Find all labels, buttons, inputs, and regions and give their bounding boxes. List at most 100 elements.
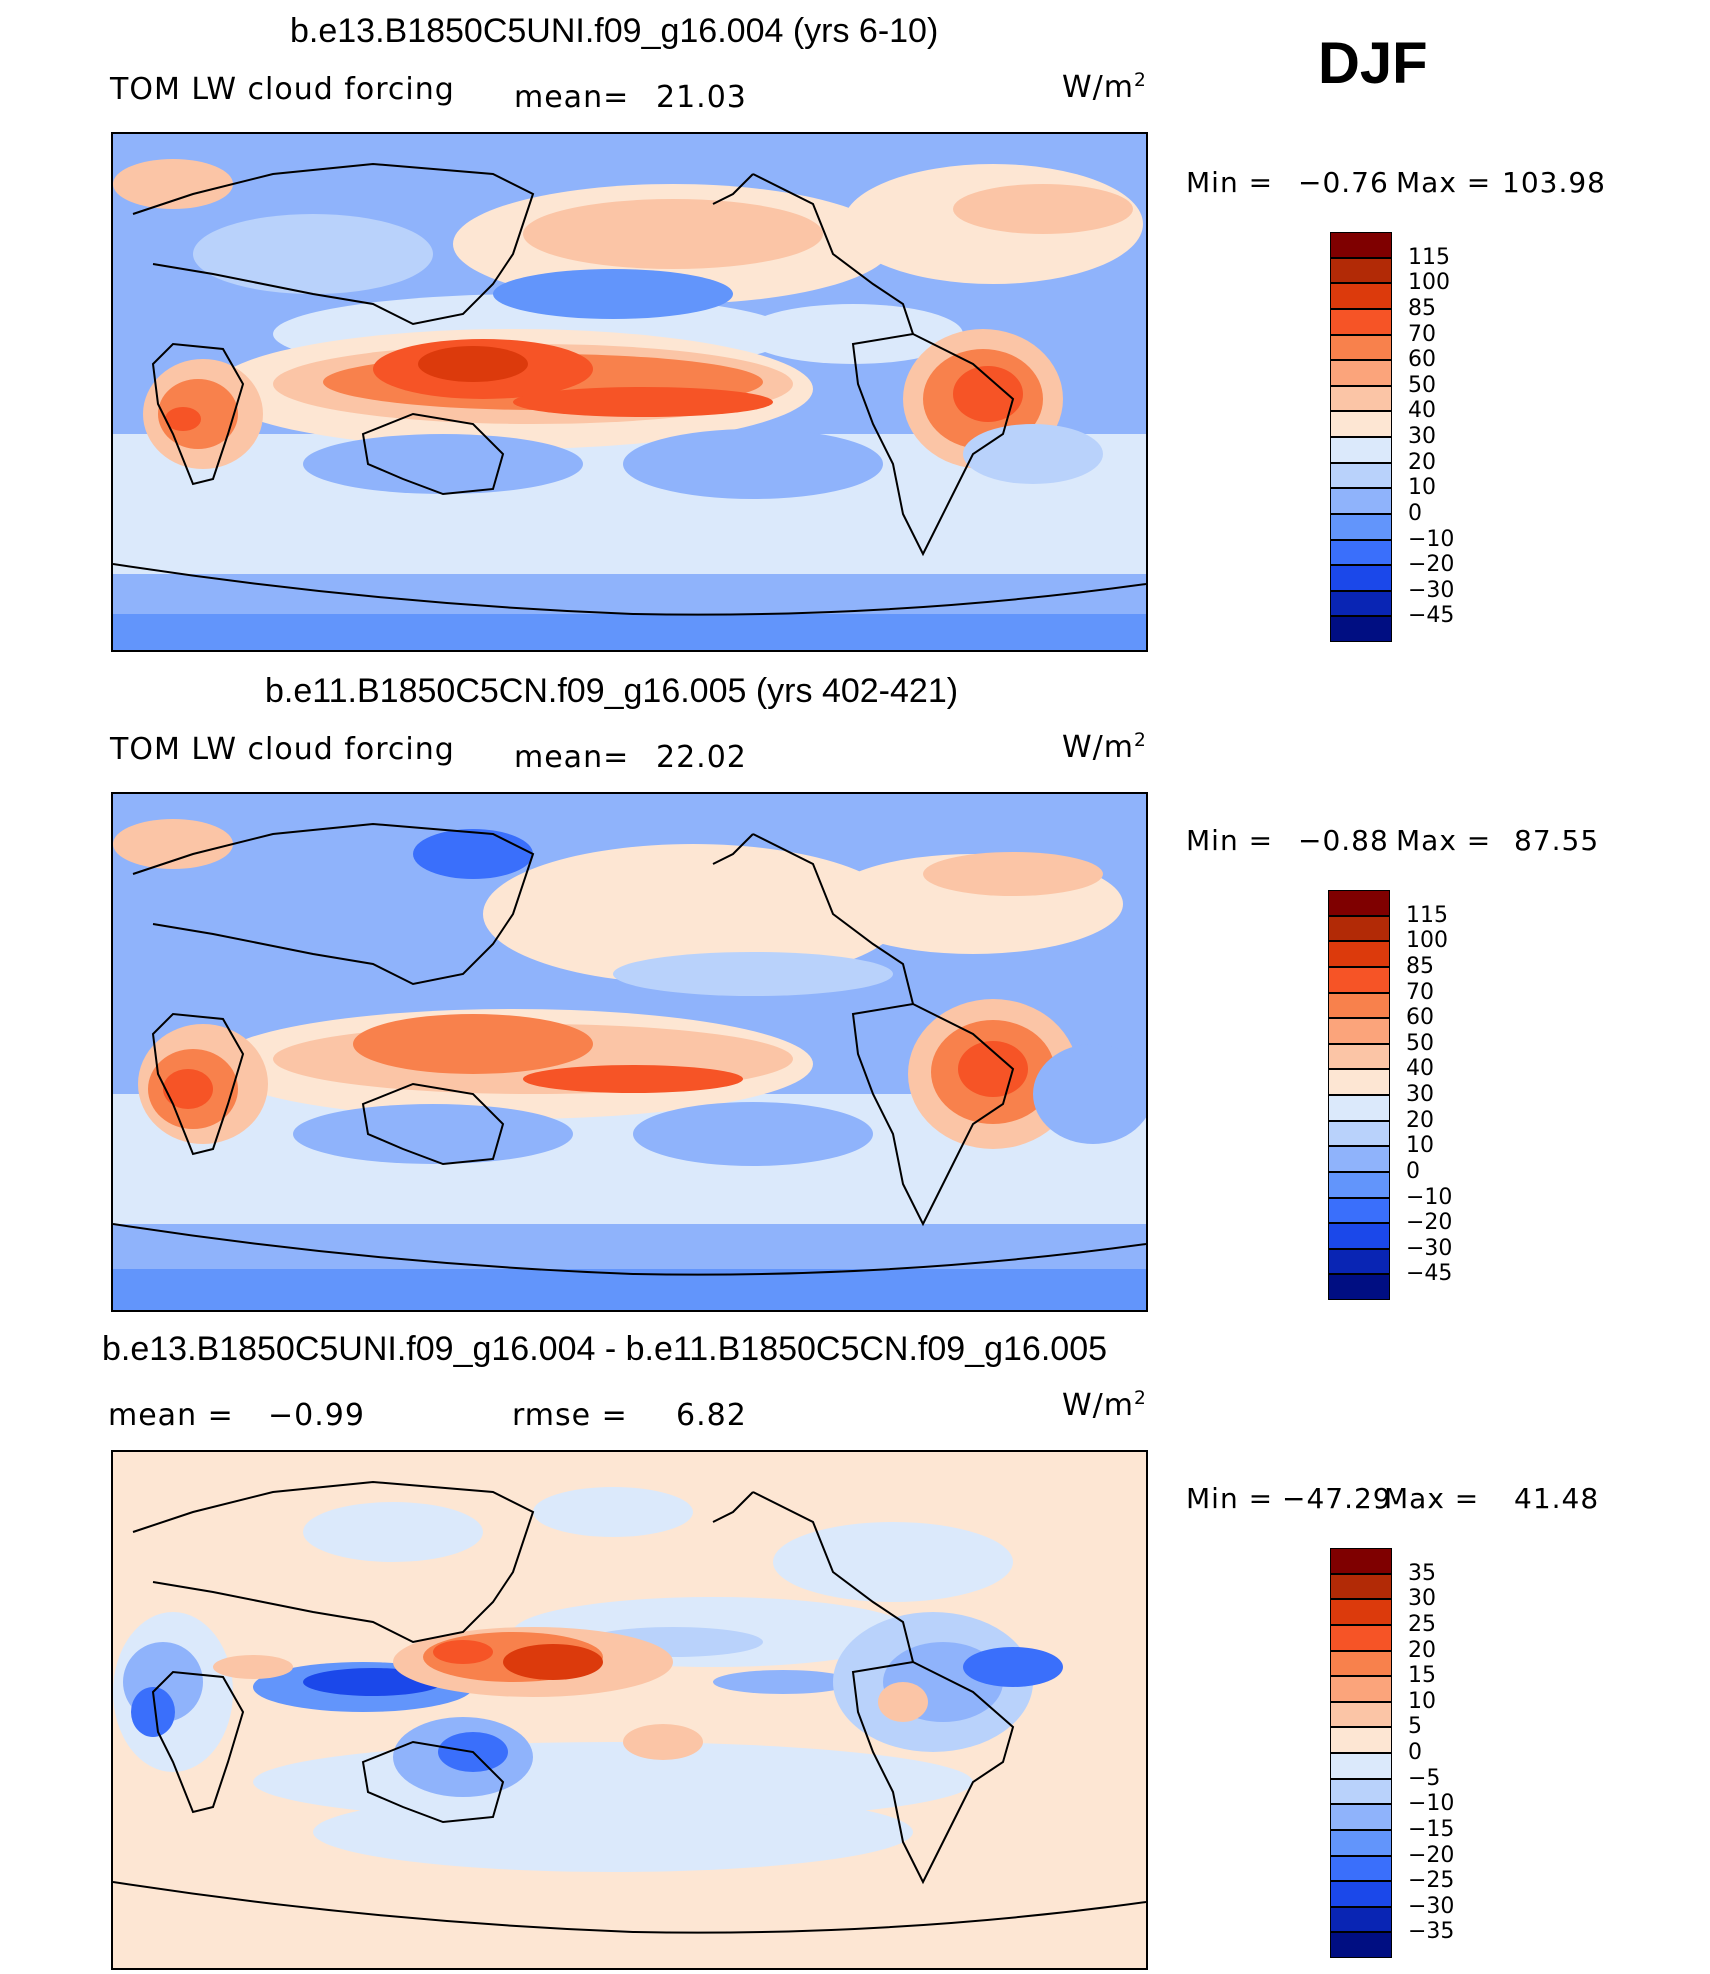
colorbar-label: 30: [1408, 1586, 1436, 1612]
colorbar-box: [1330, 257, 1392, 284]
panel2-units: W/m2: [1062, 730, 1147, 765]
colorbar-label: 50: [1406, 1030, 1434, 1056]
colorbar-label: −20: [1406, 1210, 1453, 1236]
colorbar-box: [1330, 385, 1392, 412]
colorbar-box: [1328, 941, 1390, 967]
colorbar-box: [1328, 992, 1390, 1019]
colorbar-label: −10: [1408, 526, 1455, 552]
panel2-max-value: 87.55: [1514, 824, 1600, 857]
colorbar-box: [1330, 1829, 1392, 1856]
colorbar-box: [1330, 590, 1392, 617]
colorbar-box: [1328, 1248, 1390, 1275]
panel3-mean-value: −0.99: [268, 1398, 365, 1433]
panel2-mean-label: mean=: [514, 740, 630, 775]
panel3-min-label: Min =: [1186, 1482, 1274, 1515]
panel1-min-label: Min =: [1186, 166, 1274, 199]
panel2-min-label: Min =: [1186, 824, 1274, 857]
colorbar-label: −30: [1408, 577, 1455, 603]
colorbar-label: −20: [1408, 1842, 1455, 1868]
colorbar-box: [1328, 1223, 1390, 1249]
colorbar-box: [1330, 283, 1392, 309]
colorbar-label: 40: [1406, 1056, 1434, 1082]
colorbar-box: [1330, 1804, 1392, 1830]
colorbar-label: 0: [1408, 1740, 1422, 1765]
panel2-mean-value: 22.02: [656, 740, 747, 775]
panel3-max-label: Max =: [1384, 1482, 1480, 1515]
colorbar-box: [1330, 1727, 1392, 1753]
panel1-variable-label: TOM LW cloud forcing: [110, 72, 455, 107]
colorbar-label: 30: [1406, 1082, 1434, 1107]
colorbar-label: 60: [1408, 347, 1436, 373]
panel1-title: b.e13.B1850C5UNI.f09_g16.004 (yrs 6-10): [290, 12, 939, 50]
colorbar-label: 70: [1406, 979, 1434, 1005]
colorbar-box: [1328, 1274, 1390, 1300]
colorbar-box: [1330, 539, 1392, 566]
colorbar-box: [1328, 915, 1390, 942]
colorbar-label: 100: [1406, 928, 1448, 954]
colorbar-box: [1330, 513, 1392, 540]
colorbar-label: 115: [1408, 244, 1450, 270]
colorbar-box: [1330, 1650, 1392, 1677]
colorbar-label: 5: [1408, 1714, 1422, 1740]
panel1-min-value: −0.76: [1298, 166, 1389, 199]
colorbar-label: 20: [1408, 1637, 1436, 1663]
colorbar-box: [1330, 1906, 1392, 1933]
colorbar-label: 15: [1408, 1663, 1436, 1689]
colorbar-box: [1330, 1753, 1392, 1779]
colorbar-box: [1330, 1548, 1392, 1574]
colorbar-label: −35: [1408, 1919, 1455, 1945]
colorbar-box: [1328, 1069, 1390, 1095]
colorbar-box: [1330, 1701, 1392, 1728]
colorbar-label: 30: [1408, 424, 1436, 449]
panel2-title: b.e11.B1850C5CN.f09_g16.005 (yrs 402-421…: [265, 672, 959, 710]
colorbar-box: [1330, 232, 1392, 258]
colorbar-box: [1330, 334, 1392, 361]
colorbar-label: 25: [1408, 1611, 1436, 1637]
colorbar-label: 100: [1408, 270, 1450, 296]
colorbar-box: [1330, 1932, 1392, 1958]
colorbar-label: 85: [1406, 953, 1434, 979]
panel3-map: [111, 1450, 1148, 1970]
colorbar-label: −45: [1408, 603, 1455, 629]
colorbar-label: 0: [1408, 500, 1422, 526]
panel3-colorbar: 35 30 25 20 15 10 5 0 −5 −10 −15 −20 −25 −30 −35: [1330, 1548, 1454, 1958]
colorbar-box: [1328, 1120, 1390, 1147]
colorbar-box: [1330, 1599, 1392, 1625]
colorbar-box: [1330, 360, 1392, 386]
colorbar-box: [1328, 1197, 1390, 1224]
panel3-mean-label: mean =: [108, 1398, 234, 1433]
colorbar-box: [1330, 1676, 1392, 1702]
colorbar-box: [1330, 411, 1392, 437]
colorbar-label: −25: [1408, 1868, 1455, 1894]
colorbar-label: 10: [1408, 475, 1436, 501]
panel1-max-label: Max =: [1396, 166, 1492, 199]
colorbar-label: −30: [1408, 1893, 1455, 1919]
panel1-units: W/m2: [1062, 70, 1147, 105]
colorbar-label: 60: [1406, 1005, 1434, 1031]
colorbar-box: [1328, 1018, 1390, 1044]
colorbar-box: [1328, 1171, 1390, 1198]
colorbar-label: 85: [1408, 295, 1436, 321]
colorbar-box: [1330, 1624, 1392, 1651]
panel2-variable-label: TOM LW cloud forcing: [110, 732, 455, 767]
colorbar-box: [1330, 437, 1392, 463]
panel1-max-value: 103.98: [1502, 166, 1606, 199]
colorbar-box: [1330, 1881, 1392, 1907]
colorbar-box: [1328, 1095, 1390, 1121]
panel3-min-value: −47.29: [1282, 1482, 1392, 1515]
panel3-units: W/m2: [1062, 1388, 1147, 1423]
colorbar-label: −30: [1406, 1235, 1453, 1261]
colorbar-box: [1330, 1573, 1392, 1600]
colorbar-box: [1328, 1146, 1390, 1172]
colorbar-label: 20: [1408, 449, 1436, 475]
colorbar-label: −10: [1406, 1184, 1453, 1210]
panel3-title: b.e13.B1850C5UNI.f09_g16.004 - b.e11.B18…: [102, 1330, 1108, 1368]
colorbar-box: [1330, 565, 1392, 591]
colorbar-box: [1330, 616, 1392, 642]
panel3-rmse-value: 6.82: [676, 1398, 747, 1433]
colorbar-box: [1328, 890, 1390, 916]
panel1-mean-value: 21.03: [656, 80, 747, 115]
colorbar-label: −45: [1406, 1261, 1453, 1287]
colorbar-label: −10: [1408, 1791, 1455, 1817]
colorbar-box: [1330, 1778, 1392, 1805]
